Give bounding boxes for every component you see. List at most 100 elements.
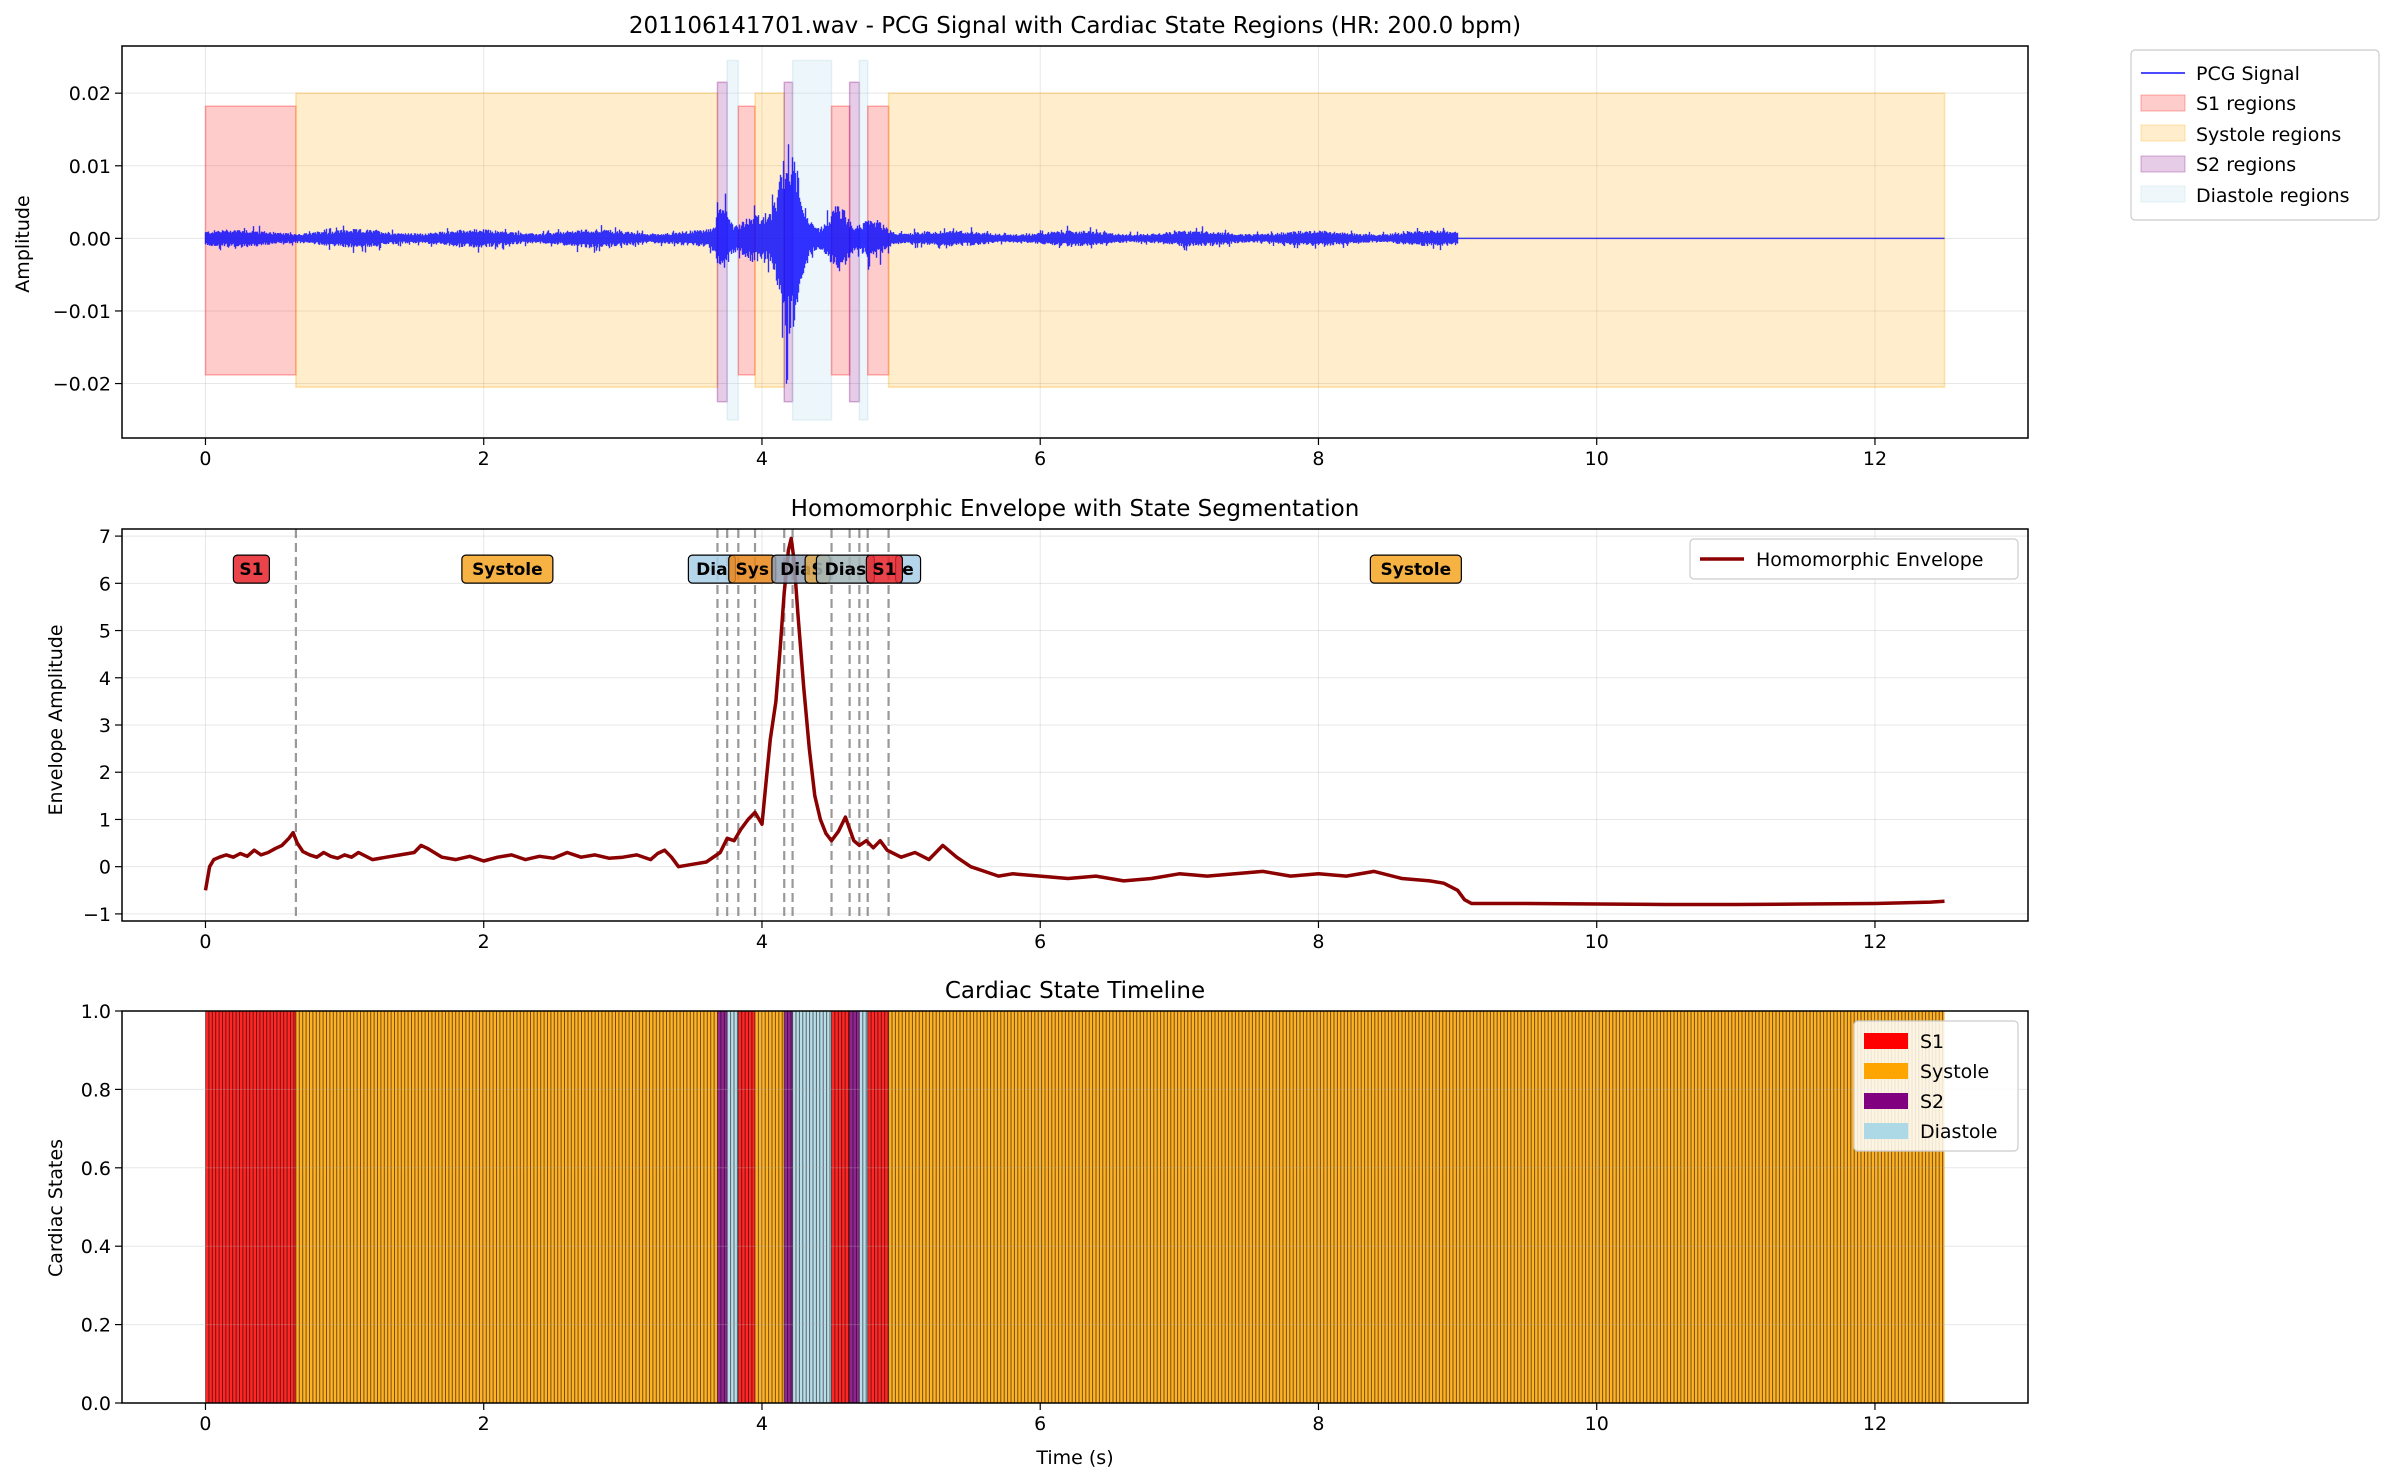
timeline-segment-s2 xyxy=(717,1011,728,1403)
legend-systole: Systole xyxy=(1920,1061,1989,1083)
state-label-text: S1 xyxy=(239,560,263,580)
timeline-bar-edges xyxy=(849,1011,857,1403)
y-tick-label: 1 xyxy=(99,809,111,831)
state-label-box xyxy=(461,554,554,584)
state-label-text: Sys xyxy=(736,560,769,580)
y-tick-label: 7 xyxy=(99,526,111,548)
timeline-segment-diastole xyxy=(792,1011,832,1403)
y-tick-label: 2 xyxy=(99,762,111,784)
state-label: Dias xyxy=(815,554,876,584)
envelope-state-labels: S1SystoleDiaSysDiasSDiaseS1Systole xyxy=(232,554,1462,584)
timeline-bar-edges xyxy=(295,1011,715,1403)
timeline-bar-edges xyxy=(754,1011,783,1403)
y-tick-label: 0.02 xyxy=(69,83,111,105)
y-tick-label: −0.02 xyxy=(53,374,111,396)
y-tick-label: 0.4 xyxy=(81,1236,111,1258)
y-tick-label: 0.8 xyxy=(81,1079,111,1101)
legend-s2: S2 xyxy=(1920,1091,1944,1113)
legend-s2-swatch xyxy=(1864,1093,1908,1109)
legend-systole-regions-swatch xyxy=(2140,124,2186,142)
timeline-bar-edges xyxy=(726,1011,738,1403)
legend-s2-regions: S2 regions xyxy=(2196,154,2296,176)
legend-systole-swatch xyxy=(1864,1063,1908,1079)
state-label-text: S1 xyxy=(872,560,896,580)
x-tick-label: 12 xyxy=(1863,448,1887,470)
pcg-legend: PCG Signal S1 regions Systole regions S2… xyxy=(2130,49,2380,221)
envelope-legend: Homomorphic Envelope xyxy=(1689,538,2019,580)
legend-s1-regions-swatch xyxy=(2140,94,2186,112)
envelope-y-axis-label: Envelope Amplitude xyxy=(45,624,67,815)
timeline-segment-s2 xyxy=(784,1011,793,1403)
x-tick-label: 2 xyxy=(478,448,490,470)
timeline-y-axis-label: Cardiac States xyxy=(45,1139,67,1277)
timeline-segment-diastole xyxy=(859,1011,868,1403)
pcg-signal-trace xyxy=(204,144,1945,384)
y-tick-label: 0.00 xyxy=(69,228,111,250)
x-tick-label: 10 xyxy=(1585,448,1609,470)
state-label: S1 xyxy=(232,554,270,584)
timeline-plot-frame xyxy=(121,1010,2029,1404)
timeline-bar-edges xyxy=(783,1011,792,1403)
x-tick-label: 6 xyxy=(1034,1413,1046,1435)
legend-pcg-signal: PCG Signal xyxy=(2196,63,2300,85)
timeline-segment-s1 xyxy=(738,1011,756,1403)
x-tick-label: 8 xyxy=(1312,448,1324,470)
timeline-panel: Cardiac State Timeline Cardiac States 0 2… xyxy=(45,978,2029,1469)
pcg-y-ticks: −0.02 −0.01 0.00 0.01 0.02 xyxy=(53,83,122,396)
timeline-segment-s1 xyxy=(831,1011,850,1403)
envelope-panel: Homomorphic Envelope with State Segmenta… xyxy=(45,496,2029,953)
timeline-bar-edges xyxy=(717,1011,725,1403)
y-tick-label: 5 xyxy=(99,621,111,643)
legend-diastole-swatch xyxy=(1864,1123,1908,1139)
state-label: S1 xyxy=(865,554,904,584)
legend-diastole-regions: Diastole regions xyxy=(2196,185,2350,207)
timeline-legend-box xyxy=(1853,1020,2019,1152)
legend-s1-regions: S1 regions xyxy=(2196,93,2296,115)
pcg-x-ticks: 0 2 4 6 8 10 12 xyxy=(199,438,1887,470)
timeline-bar-edges xyxy=(737,1011,753,1403)
pcg-panel-title: 201106141701.wav - PCG Signal with Cardi… xyxy=(629,13,1521,39)
state-label-text: Systole xyxy=(1381,560,1452,580)
y-tick-label: 3 xyxy=(99,715,111,737)
state-label-text: e xyxy=(902,560,914,580)
timeline-x-ticks: 0 2 4 6 8 10 12 xyxy=(199,1403,1887,1435)
x-tick-label: 12 xyxy=(1863,931,1887,953)
legend-diastole: Diastole xyxy=(1920,1121,1998,1143)
legend-s1-swatch xyxy=(1864,1033,1908,1049)
state-label-text: Systole xyxy=(472,560,543,580)
x-tick-label: 0 xyxy=(199,448,211,470)
x-tick-label: 6 xyxy=(1034,448,1046,470)
x-tick-label: 10 xyxy=(1585,931,1609,953)
x-tick-label: 0 xyxy=(199,931,211,953)
x-tick-label: 6 xyxy=(1034,931,1046,953)
y-tick-label: 0.2 xyxy=(81,1315,111,1337)
envelope-trace xyxy=(203,536,1945,907)
x-tick-label: 2 xyxy=(478,931,490,953)
y-tick-label: 0 xyxy=(99,857,111,879)
x-tick-label: 8 xyxy=(1312,1413,1324,1435)
legend-s1: S1 xyxy=(1920,1031,1944,1053)
envelope-x-ticks: 0 2 4 6 8 10 12 xyxy=(199,921,1887,953)
timeline-x-axis-label: Time (s) xyxy=(1035,1447,1113,1469)
timeline-state-bars xyxy=(205,1011,1945,1403)
y-tick-label: −0.01 xyxy=(53,301,111,323)
pcg-signal-panel: 201106141701.wav - PCG Signal with Cardi… xyxy=(12,13,2029,470)
timeline-bar-edges xyxy=(831,1011,849,1403)
legend-homomorphic-envelope: Homomorphic Envelope xyxy=(1756,549,1984,571)
y-tick-label: 0.0 xyxy=(81,1393,111,1415)
timeline-legend: S1 Systole S2 Diastole xyxy=(1853,1020,2019,1152)
pcg-signal-line xyxy=(204,144,1459,384)
envelope-grid xyxy=(122,529,2028,921)
y-tick-label: 0.01 xyxy=(69,156,111,178)
state-label: Sys xyxy=(728,554,777,584)
y-tick-label: 6 xyxy=(99,573,111,595)
state-label: Systole xyxy=(1369,554,1462,584)
timeline-segment-diastole xyxy=(727,1011,739,1403)
envelope-y-ticks: −1 0 1 2 3 4 5 6 7 xyxy=(83,526,122,926)
timeline-segment-s2 xyxy=(849,1011,860,1403)
legend-s2-regions-swatch xyxy=(2140,155,2186,173)
timeline-bar-edges xyxy=(867,1011,889,1403)
timeline-bar-edges xyxy=(888,1011,1944,1403)
pcg-y-axis-label: Amplitude xyxy=(12,195,34,292)
